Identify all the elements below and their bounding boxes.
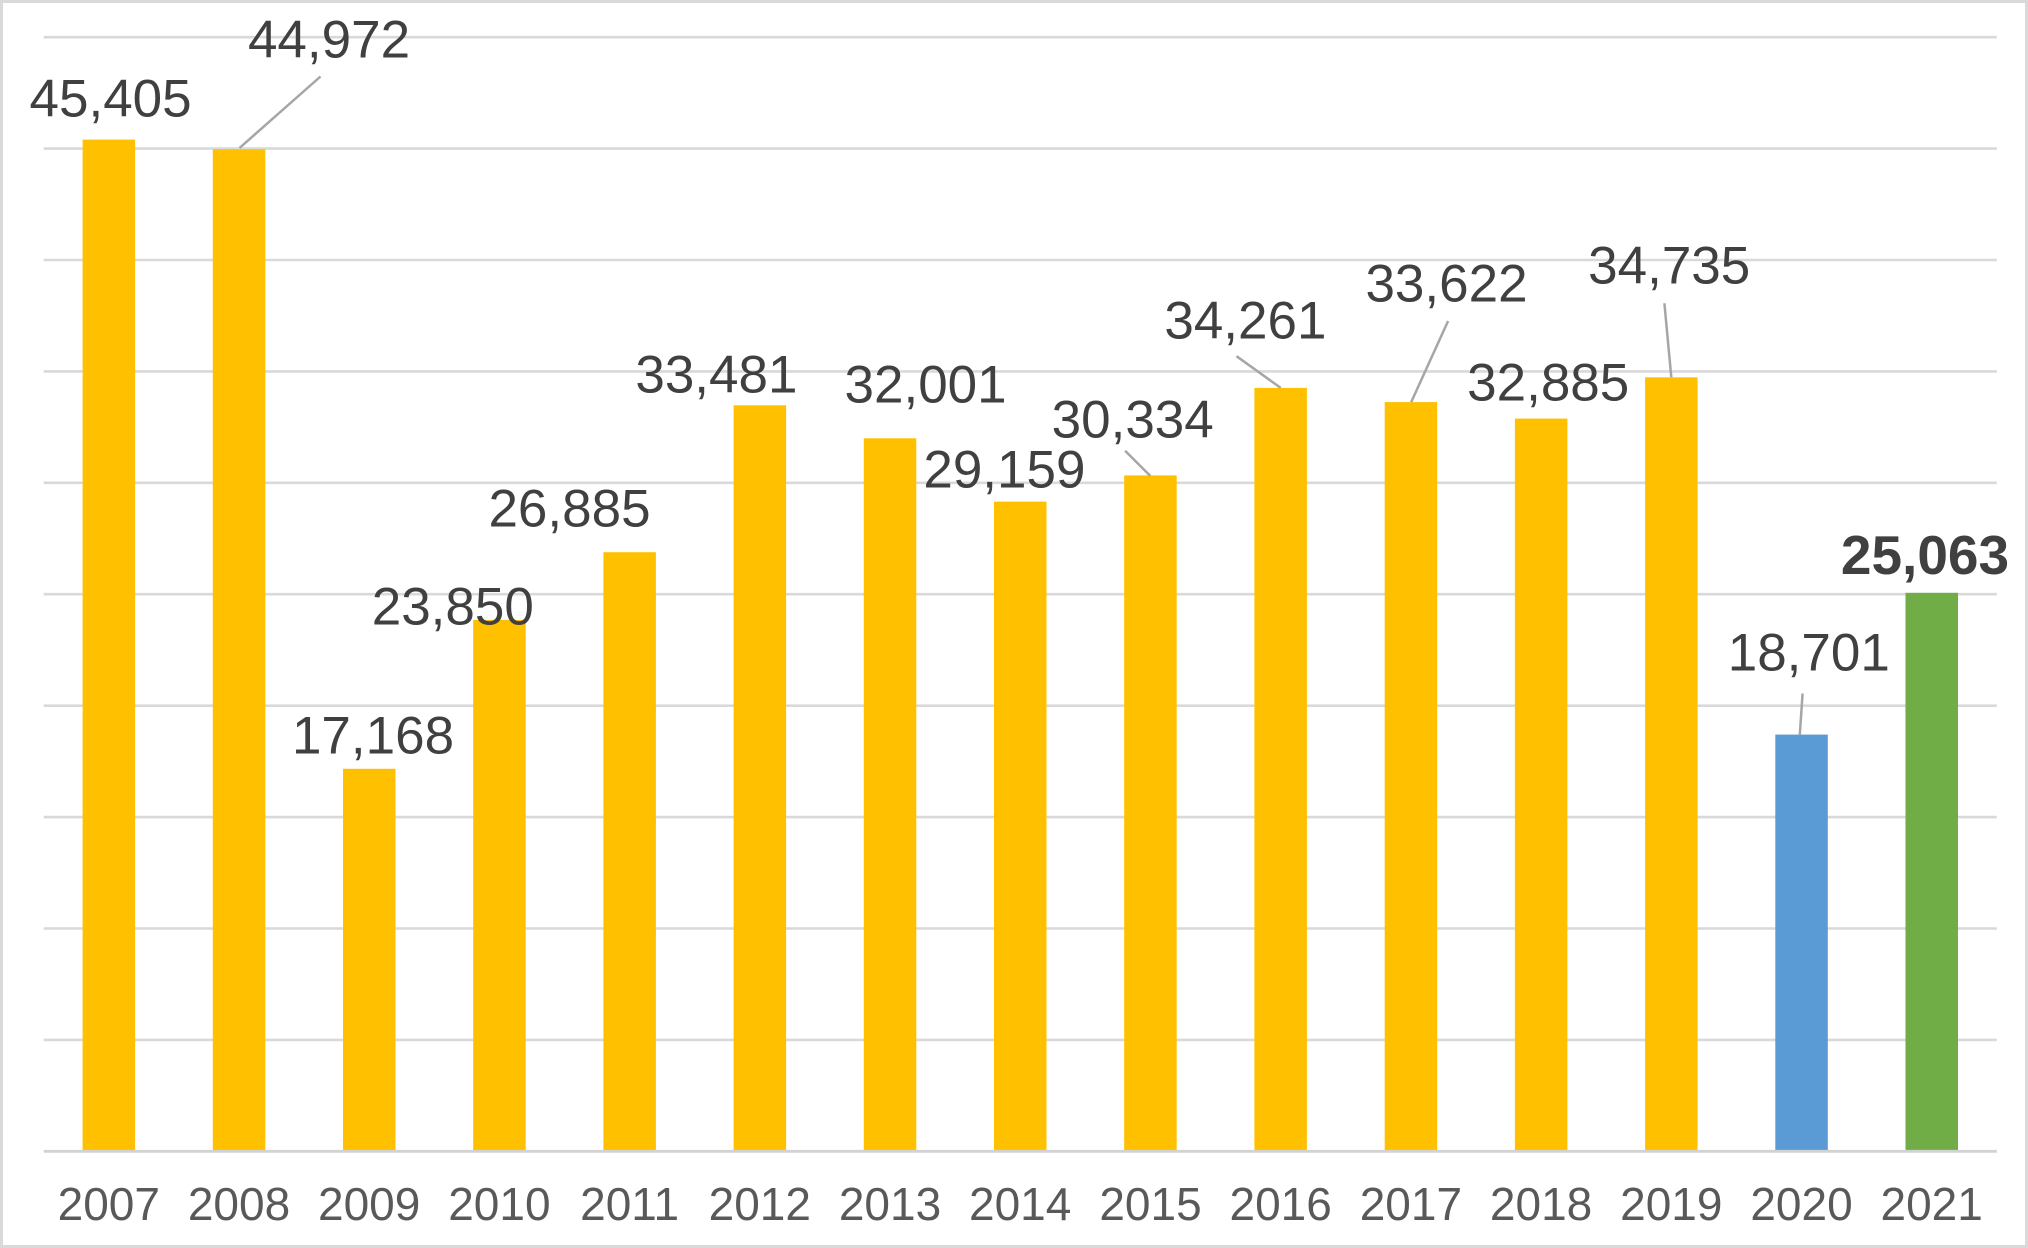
svg-text:17,168: 17,168 xyxy=(292,707,454,766)
svg-text:2016: 2016 xyxy=(1230,1178,1332,1230)
svg-text:29,159: 29,159 xyxy=(923,441,1085,500)
svg-text:45,405: 45,405 xyxy=(30,70,192,129)
svg-text:2012: 2012 xyxy=(709,1178,811,1230)
svg-text:33,622: 33,622 xyxy=(1365,255,1527,314)
svg-text:23,850: 23,850 xyxy=(372,578,534,637)
svg-text:2007: 2007 xyxy=(58,1178,160,1230)
svg-text:44,972: 44,972 xyxy=(248,11,410,70)
svg-text:34,261: 34,261 xyxy=(1164,292,1326,351)
svg-text:2017: 2017 xyxy=(1360,1178,1462,1230)
svg-text:2010: 2010 xyxy=(448,1178,550,1230)
svg-text:2019: 2019 xyxy=(1620,1178,1722,1230)
svg-text:2009: 2009 xyxy=(318,1178,420,1230)
svg-text:2008: 2008 xyxy=(188,1178,290,1230)
svg-text:2013: 2013 xyxy=(839,1178,941,1230)
svg-text:33,481: 33,481 xyxy=(635,346,797,405)
svg-text:26,885: 26,885 xyxy=(488,480,650,539)
svg-text:2014: 2014 xyxy=(969,1178,1071,1230)
svg-text:2020: 2020 xyxy=(1750,1178,1852,1230)
svg-text:2011: 2011 xyxy=(580,1178,679,1230)
svg-text:32,885: 32,885 xyxy=(1467,354,1629,413)
svg-text:32,001: 32,001 xyxy=(845,356,1007,415)
svg-text:2015: 2015 xyxy=(1099,1178,1201,1230)
svg-text:25,063: 25,063 xyxy=(1841,524,2009,586)
svg-text:34,735: 34,735 xyxy=(1588,237,1750,296)
svg-text:2018: 2018 xyxy=(1490,1178,1592,1230)
svg-text:30,334: 30,334 xyxy=(1052,391,1214,450)
svg-text:18,701: 18,701 xyxy=(1728,624,1890,683)
svg-text:2021: 2021 xyxy=(1881,1178,1983,1230)
